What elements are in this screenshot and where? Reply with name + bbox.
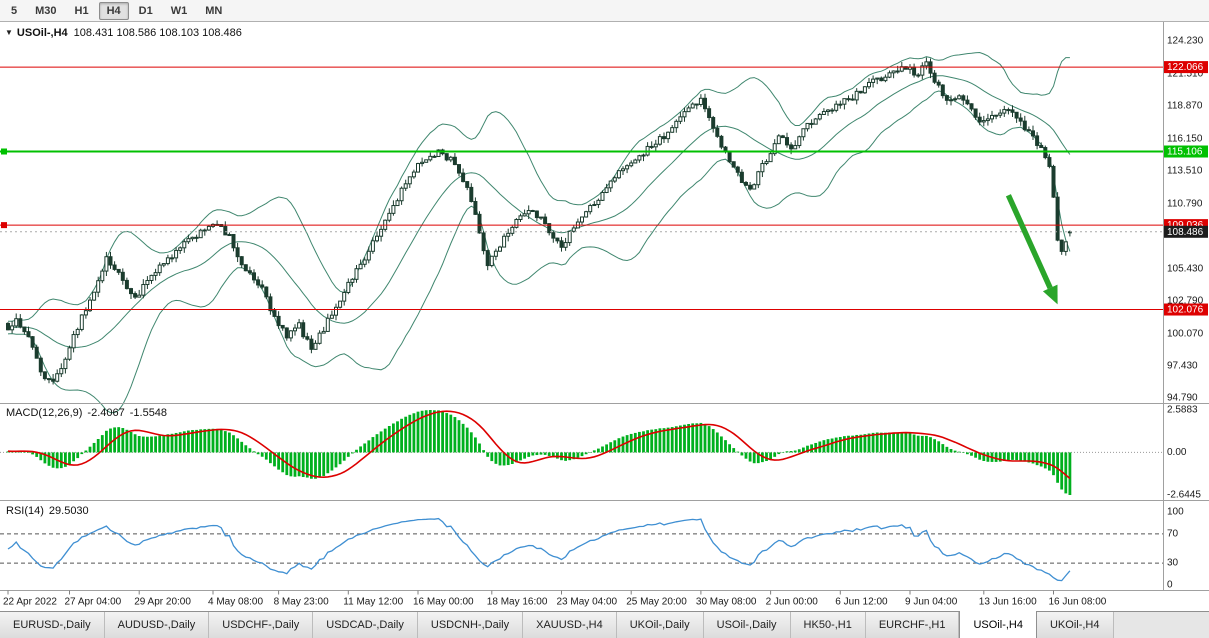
rsi-scale[interactable]: 100 70 30 0: [1167, 507, 1184, 591]
rsi-scale-label: 100: [1167, 507, 1184, 518]
time-axis-label: 25 May 20:00: [626, 597, 687, 608]
price-line-badge: 102.076: [1164, 303, 1208, 316]
time-axis-label: 16 May 00:00: [413, 597, 474, 608]
price-line-badge-text: 102.076: [1167, 305, 1204, 316]
timeframe-button-mn[interactable]: MN: [205, 4, 223, 17]
price-axis-label: 102.790: [1167, 295, 1204, 306]
candlestick-series: [6, 57, 1072, 385]
chart-tab-ukoil-daily[interactable]: UKOil-,Daily: [616, 612, 704, 638]
timeframe-toolbar: 5 M30 H1 H4 D1 W1 MN: [0, 0, 1209, 22]
timeframe-button-5[interactable]: 5: [11, 4, 18, 17]
macd-scale-zero: 0.00: [1167, 447, 1187, 458]
time-axis-label: 29 Apr 20:00: [134, 597, 191, 608]
time-axis-label: 4 May 08:00: [208, 597, 263, 608]
chart-tab-audusd-daily[interactable]: AUDUSD-,Daily: [104, 612, 210, 638]
time-axis-label: 9 Jun 04:00: [905, 597, 958, 608]
time-axis-label: 8 May 23:00: [274, 597, 329, 608]
chart-tab-usoil-h4[interactable]: USOil-,H4: [959, 611, 1037, 638]
price-line-badge: 115.106: [1164, 145, 1208, 158]
macd-scale[interactable]: 2.5883 0.00 -2.6445: [1167, 405, 1201, 501]
time-axis-label: 27 Apr 04:00: [65, 597, 122, 608]
price-axis-label: 105.430: [1167, 263, 1204, 274]
rsi-scale-label: 30: [1167, 558, 1179, 569]
price-axis[interactable]: 124.230 121.510 118.870 116.150 113.510 110.7…: [1167, 35, 1204, 403]
time-axis-label: 13 Jun 16:00: [979, 597, 1037, 608]
timeframe-button-h1[interactable]: H1: [74, 4, 89, 17]
bollinger-upper-band: [7, 51, 1070, 322]
timeframe-button-h4[interactable]: H4: [98, 1, 129, 20]
price-line-badge-text: 122.066: [1167, 62, 1204, 73]
macd-scale-min: -2.6445: [1167, 490, 1201, 501]
chart-tab-hk50-h1[interactable]: HK50-,H1: [790, 612, 866, 638]
price-axis-label: 118.870: [1167, 100, 1203, 111]
current-price-badge: 108.486: [1164, 225, 1208, 238]
chart-tab-usdcad-daily[interactable]: USDCAD-,Daily: [313, 612, 418, 638]
time-axis-label: 30 May 08:00: [696, 597, 757, 608]
horizontal-level-lines[interactable]: [0, 66, 1163, 311]
chart-canvas[interactable]: 124.230 121.510 118.870 116.150 113.510 110.7…: [0, 22, 1209, 611]
price-axis-label: 94.790: [1167, 392, 1198, 403]
time-axis-label: 16 Jun 08:00: [1049, 597, 1107, 608]
chart-tab-xauusd-h4[interactable]: XAUUSD-,H4: [523, 612, 617, 638]
price-line-badge: 122.066: [1164, 61, 1208, 74]
price-axis-label: 124.230: [1167, 35, 1204, 46]
bollinger-middle-band: [7, 75, 1071, 348]
price-axis-label: 100.070: [1167, 328, 1204, 339]
price-line-badge-text: 109.036: [1167, 220, 1204, 231]
price-axis-label: 110.790: [1167, 198, 1203, 209]
chart-tab-usdcnh-daily[interactable]: USDCNH-,Daily: [417, 612, 524, 638]
timeframe-button-m30[interactable]: M30: [35, 4, 57, 17]
chart-tab-usoil-daily[interactable]: USOil-,Daily: [703, 612, 791, 638]
bollinger-lower-band: [7, 90, 1071, 414]
price-axis-label: 113.510: [1167, 165, 1203, 176]
bollinger-bands: [7, 51, 1071, 414]
price-axis-label: 116.150: [1167, 133, 1203, 144]
time-axis-label: 2 Jun 00:00: [766, 597, 819, 608]
timeframe-button-w1[interactable]: W1: [170, 4, 188, 17]
rsi-scale-label: 70: [1167, 528, 1179, 539]
price-axis-label: 97.430: [1167, 360, 1198, 371]
chart-tab-eurusd-daily[interactable]: EURUSD-,Daily: [0, 612, 105, 638]
time-axis-label: 18 May 16:00: [487, 597, 548, 608]
macd-scale-max: 2.5883: [1167, 405, 1198, 416]
time-axis-label: 11 May 12:00: [343, 597, 403, 608]
chart-tab-ukoil-h4[interactable]: UKOil-,H4: [1036, 612, 1114, 638]
trend-arrow[interactable]: [1005, 194, 1058, 305]
price-line-badge-text: 115.106: [1167, 147, 1203, 158]
time-axis[interactable]: 22 Apr 2022 27 Apr 04:00 29 Apr 20:00 4 May…: [3, 590, 1107, 608]
chart-tab-usdchf-daily[interactable]: USDCHF-,Daily: [209, 612, 314, 638]
time-axis-label: 6 Jun 12:00: [835, 597, 888, 608]
current-price-badge-text: 108.486: [1167, 227, 1204, 238]
chart-tab-bar: EURUSD-,Daily AUDUSD-,Daily USDCHF-,Daily U…: [0, 611, 1209, 638]
time-axis-label: 23 May 04:00: [557, 597, 618, 608]
price-axis-label: 121.510: [1167, 68, 1204, 79]
rsi-scale-label: 0: [1167, 580, 1173, 591]
timeframe-button-d1[interactable]: D1: [138, 4, 153, 17]
rsi-pane: [0, 517, 1163, 582]
pane-separators[interactable]: [0, 22, 1209, 591]
macd-pane: [0, 410, 1163, 495]
time-axis-label: 22 Apr 2022: [3, 597, 57, 608]
chart-tab-eurchf-h1[interactable]: EURCHF-,H1: [865, 612, 960, 638]
